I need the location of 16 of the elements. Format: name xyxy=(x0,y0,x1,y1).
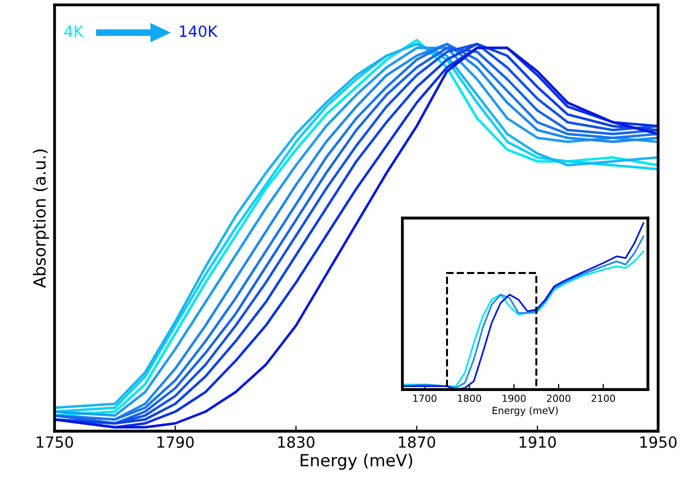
text: 140K xyxy=(180,25,218,38)
x-tick-label: 1870 xyxy=(398,436,436,448)
x-tick-label: 1950 xyxy=(640,436,677,448)
x-tick-label: 1800 xyxy=(458,394,482,402)
x-tick-label: 1830 xyxy=(278,436,314,448)
x-axis-title: Energy (meV) xyxy=(300,454,412,470)
text: 4K xyxy=(64,26,84,37)
x-axis-title: Energy (meV) xyxy=(492,406,558,416)
y-axis-title: Absorption (a.u.) xyxy=(32,150,50,288)
x-tick-label: 1750 xyxy=(36,436,73,448)
x-tick-label: 1900 xyxy=(502,394,526,402)
x-tick-label: 2100 xyxy=(592,394,615,402)
x-tick-label: 1790 xyxy=(158,436,194,448)
x-tick-label: 2000 xyxy=(546,394,570,402)
x-tick-label: 1700 xyxy=(413,394,436,402)
x-tick-label: 1910 xyxy=(520,436,556,448)
